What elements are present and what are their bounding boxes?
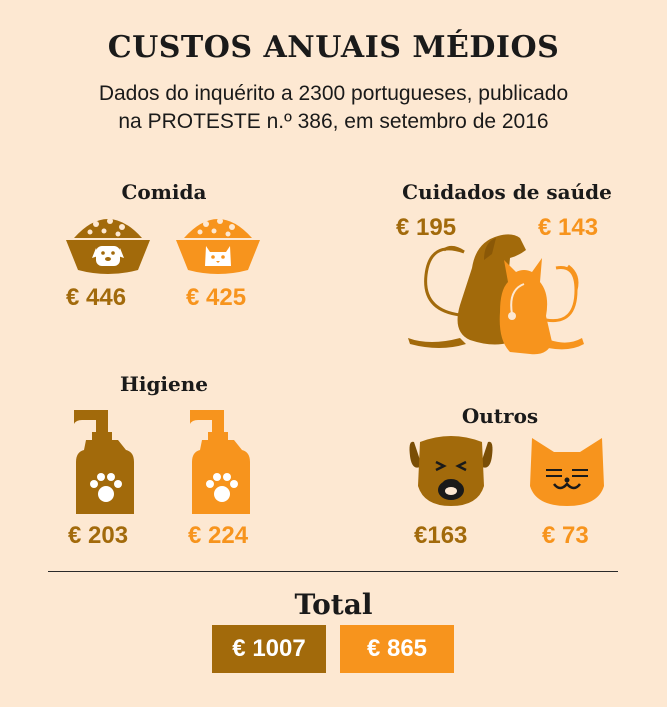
saude-dog-price: € 195 [396, 214, 457, 241]
section-title-outros: Outros [461, 404, 539, 428]
comida-dog-price: € 446 [66, 284, 127, 311]
dog-food-bowl-icon [66, 218, 150, 274]
comida-cat-price: € 425 [186, 284, 247, 311]
total-cat-box: € 865 [340, 625, 454, 673]
dog-soap-dispenser-icon [74, 410, 134, 514]
total-label: Total [294, 588, 373, 621]
section-title-comida: Comida [121, 180, 207, 204]
dog-face-icon [409, 436, 493, 506]
divider [48, 571, 618, 572]
outros-dog-price: €163 [414, 522, 468, 549]
total-dog-box: € 1007 [212, 625, 326, 673]
outros-cat-price: € 73 [542, 522, 589, 549]
higiene-cat-price: € 224 [188, 522, 249, 549]
page-title: CUSTOS ANUAIS MÉDIOS [107, 30, 560, 65]
dog-cat-stethoscope-icon [408, 234, 584, 355]
subtitle-line-2: na PROTESTE n.º 386, em setembro de 2016 [118, 110, 549, 133]
cat-food-bowl-icon [176, 218, 260, 274]
subtitle: Dados do inquérito a 2300 portugueses, p… [0, 80, 667, 136]
section-title-higiene: Higiene [119, 372, 209, 396]
higiene-dog-price: € 203 [68, 522, 129, 549]
section-title-saude: Cuidados de saúde [402, 180, 612, 204]
saude-cat-price: € 143 [538, 214, 599, 241]
cat-soap-dispenser-icon [190, 410, 250, 514]
subtitle-line-1: Dados do inquérito a 2300 portugueses, p… [98, 82, 569, 105]
cat-face-icon [530, 438, 604, 506]
